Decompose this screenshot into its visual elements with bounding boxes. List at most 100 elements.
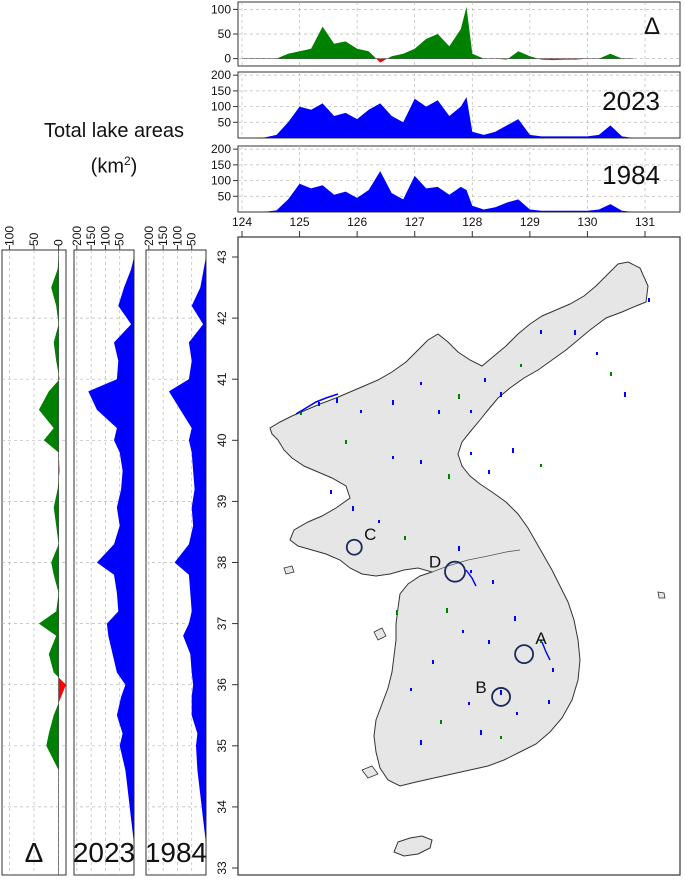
lake-fleck [300, 412, 302, 415]
lat-tick-label: 34 [215, 800, 229, 814]
lake-fleck [432, 660, 434, 664]
lake-fleck [514, 616, 516, 621]
lake-fleck [392, 456, 394, 459]
site-label-d: D [429, 553, 441, 572]
panel-label-2023: 2023 [602, 86, 660, 116]
lake-fleck [492, 580, 494, 584]
lake-fleck [648, 298, 650, 302]
lat-tick-label: 39 [215, 494, 229, 508]
panel-label-1984: 1984 [145, 837, 207, 868]
title-unit-close: ) [130, 155, 138, 178]
area-gain [242, 6, 634, 59]
lake-fleck [540, 640, 542, 643]
lake-fleck [352, 506, 354, 511]
lake-fleck [360, 410, 362, 413]
lat-tick-label: 40 [215, 433, 229, 447]
x-tick-label: 50 [185, 232, 199, 246]
lon-tick-label: 131 [635, 215, 655, 229]
y-tick-label: 150 [211, 84, 231, 98]
lon-tick-label: 126 [347, 215, 367, 229]
lake-fleck [410, 688, 412, 691]
title-line-1: Total lake areas [43, 120, 185, 142]
x-tick-label: 100 [98, 226, 112, 246]
x-tick-label: 100 [170, 226, 184, 246]
title-line-2: (km2) [14, 146, 214, 182]
lon-tick-label: 127 [405, 215, 425, 229]
y-tick-label: 200 [211, 68, 231, 82]
y-tick-label: 100 [211, 174, 231, 188]
site-label-c: C [364, 525, 376, 544]
lat-tick-label: 36 [215, 678, 229, 692]
lake-fleck [420, 382, 422, 385]
small-island [657, 591, 666, 599]
lake-fleck [438, 410, 440, 414]
lake-fleck [480, 730, 482, 735]
x-tick-label: 100 [2, 226, 16, 246]
lon-tick-label: 125 [290, 215, 310, 229]
reservoir-feature [295, 393, 339, 415]
lon-tick-label: 124 [232, 215, 252, 229]
lake-fleck [404, 536, 406, 540]
y-tick-label: 100 [211, 100, 231, 114]
lat-tick-label: 43 [215, 250, 229, 264]
lake-fleck [378, 520, 380, 523]
lake-fleck [548, 700, 550, 704]
x-tick-label: 50 [113, 232, 127, 246]
y-tick-label: 150 [211, 158, 231, 172]
small-island [361, 765, 379, 779]
lake-fleck [318, 402, 320, 406]
lake-fleck [484, 378, 486, 382]
lat-panel-delta: 0 50 100 Δ [1, 226, 67, 876]
area-lake-2023 [88, 257, 134, 868]
lake-fleck [552, 668, 554, 672]
lake-fleck [448, 474, 450, 479]
y-tick-label: 100 [211, 2, 231, 16]
peninsula-landmass [269, 261, 649, 787]
reservoir-feature [465, 569, 477, 587]
lake-fleck [440, 720, 442, 724]
lake-fleck [420, 460, 422, 464]
lake-fleck [574, 330, 576, 335]
y-tick-label: 50 [218, 115, 232, 129]
x-tick-label: 0 [52, 239, 66, 246]
lake-fleck [540, 464, 542, 467]
panel-label-delta: Δ [644, 13, 660, 40]
panel-label-2023: 2023 [73, 837, 135, 868]
site-marker-a [514, 644, 534, 665]
area-lake-1984 [168, 257, 206, 868]
lake-fleck [458, 546, 460, 551]
lake-fleck [458, 394, 460, 399]
lake-fleck [540, 330, 542, 334]
lon-tick-label: 128 [462, 215, 482, 229]
lake-fleck [520, 364, 522, 367]
title-unit: (km [90, 155, 124, 178]
x-tick-label: 200 [142, 226, 156, 246]
lake-fleck [396, 610, 398, 615]
lake-fleck [596, 352, 598, 355]
area-lake-1984 [242, 171, 634, 212]
lat-tick-label: 35 [215, 739, 229, 753]
lake-fleck [462, 630, 464, 633]
x-tick-label: 150 [156, 226, 170, 246]
lake-fleck [470, 570, 472, 573]
lake-fleck [500, 392, 502, 397]
lake-fleck [500, 736, 502, 739]
lake-fleck [488, 640, 490, 644]
panel-label-delta: Δ [25, 837, 44, 868]
lake-fleck [610, 372, 612, 376]
lake-fleck [470, 410, 472, 413]
lat-tick-label: 41 [215, 372, 229, 386]
lat-tick-label: 33 [215, 861, 229, 875]
area-gain [38, 257, 59, 868]
y-tick-label: 50 [218, 27, 232, 41]
lake-fleck [624, 392, 626, 397]
lat-tick-label: 42 [215, 311, 229, 325]
x-tick-label: 150 [84, 226, 98, 246]
lat-tick-label: 38 [215, 556, 229, 570]
reservoir-feature [541, 641, 551, 661]
